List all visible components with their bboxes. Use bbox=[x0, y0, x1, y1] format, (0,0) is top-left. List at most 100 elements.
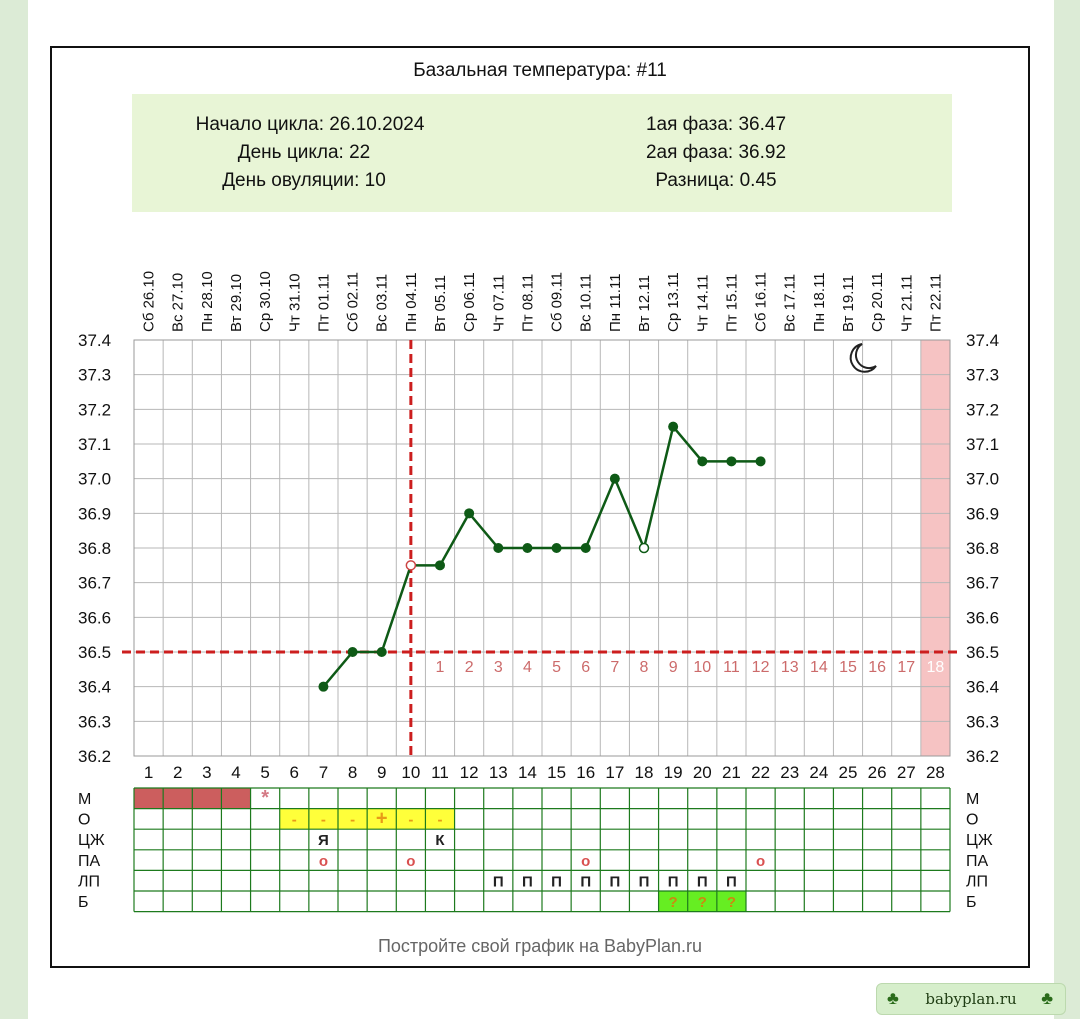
info-cycle-day: День цикла: 22 bbox=[238, 142, 370, 163]
table-row-label-right: ПА bbox=[966, 853, 989, 870]
y-tick-label-left: 37.1 bbox=[78, 435, 111, 454]
date-label: Пт 01.11 bbox=[315, 274, 332, 332]
date-label: Сб 09.11 bbox=[549, 272, 566, 332]
y-tick-label-left: 36.8 bbox=[78, 539, 111, 558]
luteal-day-label: 14 bbox=[810, 659, 828, 676]
y-tick-label-right: 37.0 bbox=[966, 470, 999, 489]
table-cell-mark: - bbox=[438, 812, 443, 829]
y-tick-label-right: 36.6 bbox=[966, 608, 999, 627]
table-cell-mark: o bbox=[756, 853, 765, 870]
table-cell-fill bbox=[308, 808, 338, 830]
day-number-label: 21 bbox=[722, 763, 741, 782]
date-label: Пн 28.10 bbox=[199, 271, 216, 332]
badge-label[interactable]: babyplan.ru bbox=[925, 990, 1017, 1008]
date-label: Вт 12.11 bbox=[636, 275, 653, 332]
y-tick-label-right: 36.9 bbox=[966, 504, 999, 523]
date-label: Вт 05.11 bbox=[432, 275, 449, 332]
y-tick-label-right: 36.3 bbox=[966, 712, 999, 731]
date-label: Пт 15.11 bbox=[723, 274, 740, 332]
info-difference: Разница: 0.45 bbox=[655, 170, 776, 191]
y-tick-label-right: 37.2 bbox=[966, 400, 999, 419]
temperature-point bbox=[755, 456, 766, 467]
table-row-label-right: Б bbox=[966, 894, 977, 911]
temperature-point bbox=[697, 456, 708, 467]
day-number-label: 24 bbox=[809, 763, 828, 782]
table-cell-fill bbox=[279, 808, 309, 830]
day-number-label: 15 bbox=[547, 763, 566, 782]
day-number-label: 16 bbox=[576, 763, 595, 782]
table-row-label-left: ПА bbox=[78, 853, 101, 870]
info-cycle-start: Начало цикла: 26.10.2024 bbox=[196, 114, 425, 135]
table-cell-mark: ? bbox=[727, 894, 736, 911]
y-tick-label-left: 37.0 bbox=[78, 470, 111, 489]
luteal-day-label: 3 bbox=[494, 659, 503, 676]
temperature-point-open bbox=[638, 542, 650, 554]
table-row-label-left: ЦЖ bbox=[78, 832, 105, 849]
day-number-label: 22 bbox=[751, 763, 770, 782]
temperature-point-open bbox=[405, 560, 417, 571]
day-number-label: 14 bbox=[518, 763, 537, 782]
luteal-day-label: 12 bbox=[752, 659, 770, 676]
y-tick-label-right: 37.4 bbox=[966, 331, 999, 350]
table-cell-fill bbox=[221, 788, 251, 809]
date-label: Сб 26.10 bbox=[141, 271, 158, 332]
y-tick-label-left: 36.2 bbox=[78, 747, 111, 766]
day-number-label: 13 bbox=[489, 763, 508, 782]
babyplan-badge[interactable]: ♣ babyplan.ru ♣ bbox=[876, 983, 1066, 1015]
y-tick-label-left: 36.5 bbox=[78, 643, 111, 662]
day-number-label: 6 bbox=[290, 763, 299, 782]
luteal-day-label: 10 bbox=[693, 659, 711, 676]
temperature-point bbox=[376, 647, 387, 657]
crescent-moon-icon bbox=[849, 343, 877, 373]
day-number-label: 12 bbox=[460, 763, 479, 782]
info-panel bbox=[132, 94, 952, 212]
temperature-point bbox=[318, 681, 329, 692]
day-number-label: 26 bbox=[868, 763, 887, 782]
day-number-label: 27 bbox=[897, 763, 916, 782]
date-label: Чт 14.11 bbox=[694, 275, 711, 332]
table-cell-mark: o bbox=[581, 853, 590, 870]
clover-icon: ♣ bbox=[887, 988, 899, 1008]
y-tick-label-left: 36.6 bbox=[78, 608, 111, 627]
temperature-point bbox=[726, 456, 737, 467]
day-number-label: 3 bbox=[202, 763, 211, 782]
table-cell-mark: П bbox=[493, 873, 504, 890]
table-row-label-right: ЦЖ bbox=[966, 832, 993, 849]
info-ovulation-day: День овуляции: 10 bbox=[222, 170, 386, 191]
day-number-label: 2 bbox=[173, 763, 182, 782]
table-cell-mark: ? bbox=[669, 894, 678, 911]
table-cell-fill bbox=[163, 788, 193, 809]
luteal-day-label: 11 bbox=[723, 659, 740, 676]
y-tick-label-right: 36.8 bbox=[966, 539, 999, 558]
date-label: Чт 21.11 bbox=[898, 275, 915, 332]
temperature-point bbox=[347, 647, 358, 657]
chart-frame: Базальная температура: #11 Начало цикла: … bbox=[50, 46, 1030, 968]
temperature-point bbox=[668, 421, 679, 432]
clover-icon: ♣ bbox=[1041, 988, 1053, 1008]
bbt-chart: Базальная температура: #11 Начало цикла: … bbox=[78, 60, 999, 956]
temperature-point bbox=[580, 543, 591, 553]
temperature-point bbox=[609, 473, 620, 484]
date-label: Сб 02.11 bbox=[345, 272, 362, 332]
chart-footer: Постройте свой график на BabyPlan.ru bbox=[378, 936, 702, 956]
luteal-day-label: 16 bbox=[868, 659, 886, 676]
luteal-day-label: 6 bbox=[581, 659, 590, 676]
day-number-label: 28 bbox=[926, 763, 945, 782]
temperature-point bbox=[522, 543, 533, 553]
day-number-label: 8 bbox=[348, 763, 357, 782]
luteal-day-label: 5 bbox=[552, 659, 561, 676]
date-label: Ср 13.11 bbox=[665, 272, 682, 332]
info-phase1: 1ая фаза: 36.47 bbox=[646, 114, 786, 135]
temperature-point bbox=[551, 543, 562, 553]
table-cell-mark: - bbox=[321, 812, 326, 829]
table-cell-mark: + bbox=[376, 808, 388, 830]
table-row-label-left: ЛП bbox=[78, 873, 100, 890]
table-cell-fill bbox=[192, 788, 222, 809]
table-row-label-right: ЛП bbox=[966, 873, 988, 890]
table-cell-mark: - bbox=[408, 812, 413, 829]
table-cell-fill bbox=[367, 808, 397, 830]
date-label: Вс 27.10 bbox=[170, 273, 187, 332]
temperature-line bbox=[322, 423, 761, 688]
temperature-point bbox=[493, 543, 504, 553]
table-cell-mark: П bbox=[697, 873, 708, 890]
